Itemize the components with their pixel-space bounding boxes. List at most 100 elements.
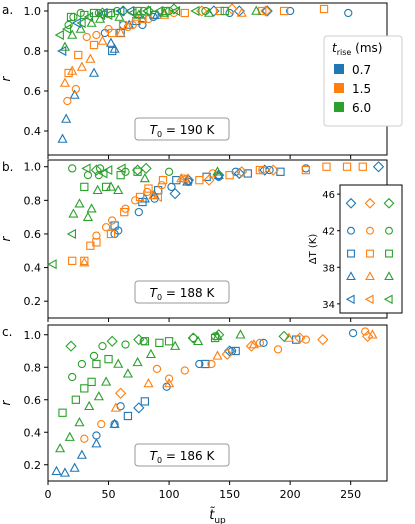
data-point	[235, 329, 246, 339]
annotation-text: T0 = 190 K	[150, 123, 216, 139]
data-point	[278, 330, 290, 343]
data-point	[76, 17, 86, 29]
data-point	[248, 339, 259, 349]
data-point	[301, 335, 311, 344]
data-point	[260, 5, 272, 17]
data-point	[47, 259, 57, 270]
data-point	[59, 41, 71, 51]
data-point	[158, 176, 168, 185]
data-point	[68, 256, 77, 266]
data-point	[108, 216, 117, 225]
data-point	[285, 6, 295, 16]
data-point	[383, 197, 395, 209]
data-point	[91, 438, 102, 448]
data-point	[233, 167, 245, 180]
data-point	[55, 443, 66, 453]
data-point	[258, 165, 267, 175]
data-point	[170, 340, 181, 350]
data-point	[180, 8, 189, 18]
data-point	[208, 169, 217, 178]
x-tick-label: 50	[102, 488, 116, 501]
data-point	[98, 168, 108, 179]
data-point	[385, 249, 393, 258]
data-point	[64, 68, 73, 78]
data-point	[75, 23, 86, 33]
data-point	[161, 6, 170, 16]
data-point	[319, 4, 329, 14]
data-point	[74, 50, 83, 60]
data-point	[104, 24, 113, 34]
data-point	[115, 387, 127, 399]
y-tick-label: 0.8	[24, 361, 42, 374]
data-point	[322, 162, 331, 171]
data-point	[92, 184, 103, 195]
data-point	[149, 12, 158, 22]
panel-label: a.	[2, 3, 13, 17]
y-tick-label: 0.6	[24, 85, 42, 98]
data-point	[123, 411, 133, 421]
data-point	[77, 359, 87, 369]
data-point	[261, 5, 273, 17]
data-point	[64, 20, 73, 30]
y-tick-label: 0.2	[24, 459, 42, 472]
data-point	[164, 337, 174, 346]
x-tick-label: 100	[159, 488, 180, 501]
data-point	[106, 229, 116, 239]
data-point	[121, 340, 130, 349]
data-point	[139, 337, 148, 346]
data-point	[131, 196, 140, 205]
data-point	[74, 198, 85, 208]
legend-label: 1.5	[352, 82, 371, 96]
data-point	[139, 173, 150, 183]
y-tick-label: 1.0	[24, 161, 42, 174]
data-point	[189, 333, 198, 343]
data-point	[76, 8, 85, 18]
data-point	[195, 176, 204, 185]
data-point	[76, 61, 87, 71]
panel-label: c.	[2, 325, 12, 339]
data-point	[145, 348, 156, 359]
data-point	[213, 169, 225, 181]
data-point	[103, 165, 113, 176]
data-point	[259, 338, 268, 348]
data-point	[133, 402, 145, 414]
data-point	[134, 207, 143, 217]
panel-c: c. 0.2 0.4 0.6 0.8 1.0 r 0 50 100 150 200 250 t̃up T0 …	[0, 324, 388, 524]
data-point	[372, 161, 385, 173]
data-point	[236, 166, 248, 178]
data-point	[364, 197, 376, 209]
data-point	[57, 133, 68, 143]
data-point	[71, 17, 81, 29]
y-tick-label: 0.8	[24, 45, 42, 58]
data-point	[180, 366, 189, 375]
data-point	[169, 187, 181, 200]
data-point	[283, 332, 295, 342]
data-point	[69, 89, 80, 99]
data-point	[110, 221, 119, 230]
axes-frame	[47, 324, 388, 482]
data-point	[93, 391, 104, 401]
inset-y-tick-label: 46	[322, 190, 335, 201]
data-point	[155, 338, 164, 348]
legend-title: trise (ms)	[332, 41, 382, 57]
data-point	[115, 5, 125, 17]
data-point	[208, 5, 220, 17]
data-point	[80, 384, 89, 393]
data-point	[176, 173, 187, 183]
data-point	[212, 166, 223, 176]
data-point	[170, 5, 181, 17]
data-point	[213, 329, 225, 341]
data-point	[108, 46, 117, 56]
data-point	[61, 113, 72, 123]
legend-swatch	[334, 64, 344, 74]
data-point	[115, 27, 126, 37]
data-point	[383, 294, 393, 305]
data-point	[76, 449, 87, 459]
data-point	[113, 358, 124, 368]
data-point	[294, 332, 306, 344]
y-axis-label: r	[0, 235, 13, 241]
data-point	[273, 345, 283, 354]
data-point	[74, 417, 85, 427]
x-axis-label: t̃up	[209, 508, 226, 524]
data-point	[83, 11, 93, 23]
